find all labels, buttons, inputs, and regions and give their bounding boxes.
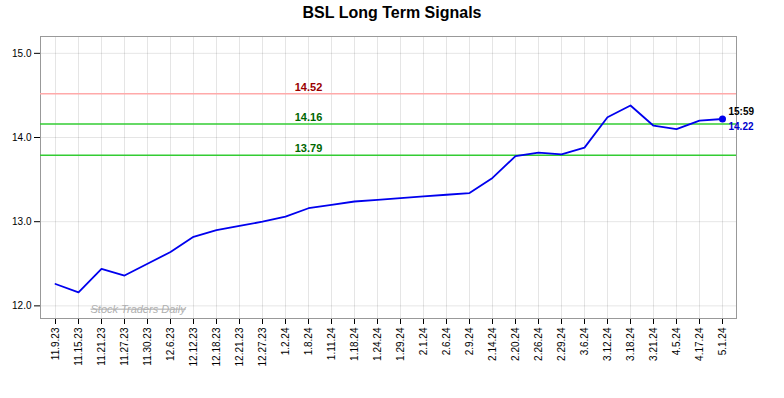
svg-text:1.18.24: 1.18.24 <box>349 327 360 361</box>
svg-text:3.12.24: 3.12.24 <box>602 327 613 361</box>
svg-text:2.20.24: 2.20.24 <box>510 327 521 361</box>
svg-text:11.21.23: 11.21.23 <box>96 327 107 366</box>
svg-text:2.9.24: 2.9.24 <box>464 327 475 355</box>
svg-text:1.24.24: 1.24.24 <box>372 327 383 361</box>
html-text:BSL Long Term Signals: BSL Long Term Signals <box>302 4 482 21</box>
svg-text:1.11.24: 1.11.24 <box>326 327 337 360</box>
svg-text:11.15.23: 11.15.23 <box>73 327 84 366</box>
svg-text:11.9.23: 11.9.23 <box>50 327 61 360</box>
svg-text:13.79: 13.79 <box>295 142 323 154</box>
svg-text:12.18.23: 12.18.23 <box>211 327 222 366</box>
svg-text:4.5.24: 4.5.24 <box>671 327 682 355</box>
svg-text:3.18.24: 3.18.24 <box>625 327 636 361</box>
svg-text:14.0: 14.0 <box>12 132 32 143</box>
svg-text:3.21.24: 3.21.24 <box>648 327 659 361</box>
svg-text:2.1.24: 2.1.24 <box>418 327 429 355</box>
svg-text:1.29.24: 1.29.24 <box>395 327 406 361</box>
svg-text:13.0: 13.0 <box>12 216 32 227</box>
svg-text:15:59: 15:59 <box>729 106 755 117</box>
svg-text:3.6.24: 3.6.24 <box>579 327 590 355</box>
svg-text:2.6.24: 2.6.24 <box>441 327 452 355</box>
svg-text:1.2.24: 1.2.24 <box>280 327 291 355</box>
svg-text:14.22: 14.22 <box>729 121 754 132</box>
svg-text:2.14.24: 2.14.24 <box>487 327 498 361</box>
svg-text:2.29.24: 2.29.24 <box>556 327 567 361</box>
svg-text:12.0: 12.0 <box>12 300 32 311</box>
svg-text:14.52: 14.52 <box>295 81 323 93</box>
svg-text:12.21.23: 12.21.23 <box>234 327 245 366</box>
svg-text:14.16: 14.16 <box>295 111 323 123</box>
svg-text:11.27.23: 11.27.23 <box>119 327 130 366</box>
svg-text:12.12.23: 12.12.23 <box>188 327 199 366</box>
svg-text:5.1.24: 5.1.24 <box>717 327 728 355</box>
svg-text:12.27.23: 12.27.23 <box>257 327 268 366</box>
svg-text:12.6.23: 12.6.23 <box>165 327 176 361</box>
svg-text:11.30.23: 11.30.23 <box>142 327 153 366</box>
svg-text:Stock Traders Daily: Stock Traders Daily <box>91 303 188 315</box>
svg-text:15.0: 15.0 <box>12 48 32 59</box>
svg-text:4.17.24: 4.17.24 <box>694 327 705 361</box>
svg-text:1.8.24: 1.8.24 <box>303 327 314 355</box>
svg-text:2.26.24: 2.26.24 <box>533 327 544 361</box>
